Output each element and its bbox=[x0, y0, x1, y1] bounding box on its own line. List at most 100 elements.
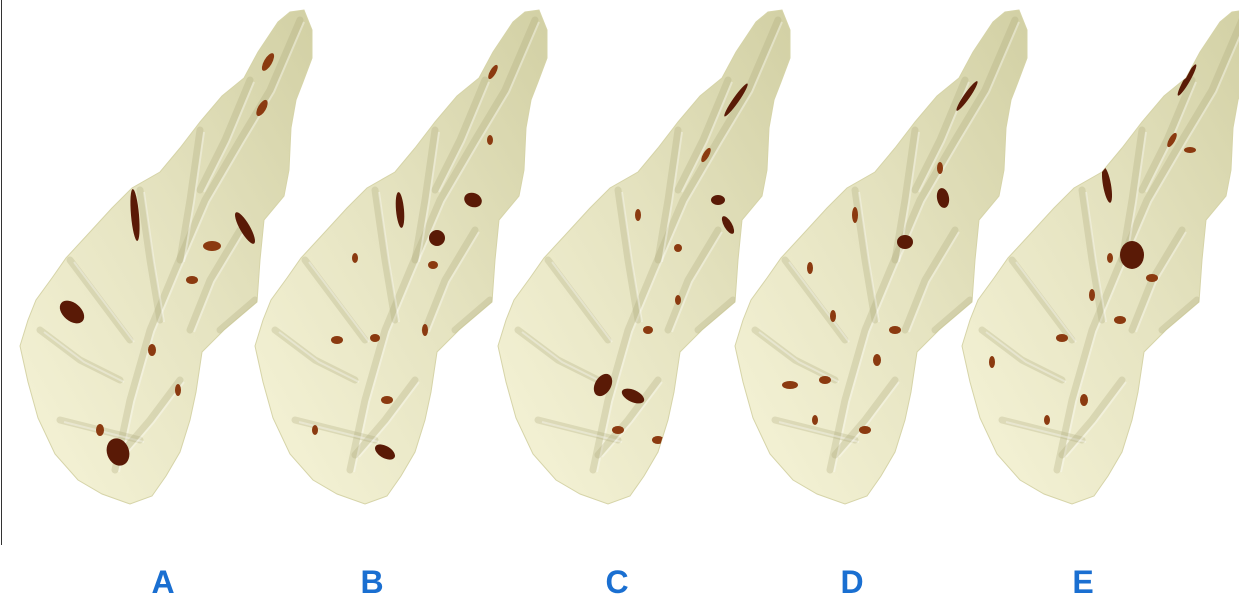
hazard-spot bbox=[175, 384, 181, 396]
ridge-shadow bbox=[111, 16, 304, 474]
hazard-spot bbox=[635, 209, 641, 221]
ridge-shadow bbox=[411, 126, 439, 264]
hazard-spot bbox=[429, 230, 445, 246]
terrain-panel-a bbox=[19, 9, 313, 505]
hazard-spot bbox=[428, 261, 438, 269]
ridge-shadow bbox=[291, 416, 379, 444]
ridge-shadow bbox=[911, 76, 969, 194]
ridge-shadow bbox=[196, 76, 254, 194]
hazard-spot bbox=[621, 388, 645, 404]
ridge-highlight bbox=[183, 131, 205, 263]
hazard-spot bbox=[1044, 415, 1050, 425]
ridge-shadow bbox=[781, 256, 849, 344]
ridge-shadow bbox=[371, 186, 399, 324]
ridge-shadow bbox=[1058, 376, 1126, 459]
ridge-highlight bbox=[428, 231, 480, 333]
hazard-spot bbox=[674, 244, 682, 252]
ridge-highlight bbox=[193, 231, 245, 333]
hillshade-relief bbox=[751, 16, 1020, 474]
hazard-spot bbox=[711, 195, 725, 205]
terrain-panel-c bbox=[497, 9, 791, 505]
ridge-highlight bbox=[418, 131, 440, 263]
ridge-highlight bbox=[551, 261, 613, 343]
ridge-highlight bbox=[73, 261, 135, 343]
hazard-spot bbox=[852, 207, 858, 223]
hazard-spot bbox=[1080, 394, 1088, 406]
hazard-spot bbox=[1167, 132, 1177, 148]
hazard-spot bbox=[1101, 167, 1113, 203]
ridge-highlight bbox=[1005, 421, 1087, 443]
watershed-shape bbox=[19, 9, 313, 505]
panel-label-a: A bbox=[151, 564, 175, 600]
ridge-highlight bbox=[601, 381, 663, 458]
hazard-spot bbox=[1146, 274, 1158, 282]
hazard-spot bbox=[422, 324, 428, 336]
hazard-spot bbox=[652, 436, 664, 444]
ridge-shadow bbox=[771, 416, 859, 444]
panel-label-c: C bbox=[605, 564, 629, 600]
hazard-spot bbox=[830, 310, 836, 322]
ridge-shadow bbox=[176, 126, 204, 264]
ridge-highlight bbox=[838, 381, 900, 458]
ridge-highlight bbox=[758, 331, 840, 383]
ridge-shadow bbox=[544, 256, 612, 344]
hazard-spot bbox=[701, 147, 711, 163]
hazard-spot bbox=[782, 381, 798, 389]
hazard-spot bbox=[235, 212, 255, 244]
hazard-spot bbox=[812, 415, 818, 425]
ridge-highlight bbox=[858, 191, 880, 323]
ridge-highlight bbox=[438, 81, 490, 193]
ridge-highlight bbox=[621, 191, 643, 323]
hazard-spot bbox=[1107, 253, 1113, 263]
terrain-panel-d bbox=[734, 9, 1028, 505]
ridge-shadow bbox=[421, 226, 479, 334]
ridge-shadow bbox=[594, 376, 662, 459]
ridge-shadow bbox=[851, 186, 879, 324]
ridge-highlight bbox=[778, 421, 860, 443]
ridge-shadow bbox=[116, 376, 184, 459]
ridge-shadow bbox=[694, 296, 737, 334]
hillshade-relief bbox=[271, 16, 540, 474]
hazard-spot bbox=[106, 438, 130, 466]
hazard-spot bbox=[261, 53, 275, 71]
ridge-shadow bbox=[978, 326, 1066, 384]
ridge-shadow bbox=[1053, 16, 1239, 474]
hazard-spot bbox=[936, 188, 950, 208]
ridge-highlight bbox=[1015, 261, 1077, 343]
ridge-highlight bbox=[43, 331, 125, 383]
left-frame-line bbox=[1, 0, 2, 545]
hazard-spot bbox=[643, 326, 653, 334]
hazard-spot bbox=[724, 83, 748, 117]
hazard-spot bbox=[859, 426, 871, 434]
ridge-highlight bbox=[118, 21, 305, 473]
ridge-shadow bbox=[271, 326, 359, 384]
ridge-highlight bbox=[521, 331, 603, 383]
ridge-shadow bbox=[136, 186, 164, 324]
ridge-highlight bbox=[1135, 231, 1187, 333]
ridge-shadow bbox=[589, 16, 782, 474]
ridge-highlight bbox=[358, 381, 420, 458]
hazard-spot bbox=[1056, 334, 1068, 342]
hazard-spot bbox=[256, 99, 268, 117]
ridge-shadow bbox=[998, 416, 1086, 444]
hazard-spot bbox=[375, 444, 395, 460]
ridge-shadow bbox=[216, 296, 259, 334]
ridge-shadow bbox=[614, 186, 642, 324]
ridge-highlight bbox=[308, 261, 370, 343]
panel-label-b: B bbox=[360, 564, 384, 600]
ridge-highlight bbox=[143, 191, 165, 323]
ridge-shadow bbox=[301, 256, 369, 344]
ridge-shadow bbox=[751, 326, 839, 384]
hazard-spot bbox=[464, 192, 482, 208]
ridge-shadow bbox=[654, 126, 682, 264]
ridge-highlight bbox=[203, 81, 255, 193]
hazard-spot bbox=[956, 81, 978, 111]
ridge-shadow bbox=[901, 226, 959, 334]
ridge-shadow bbox=[1158, 296, 1201, 334]
ridge-shadow bbox=[186, 226, 244, 334]
hazard-spot bbox=[148, 344, 156, 356]
terrain-panel-e bbox=[961, 9, 1239, 505]
ridge-highlight bbox=[278, 331, 360, 383]
hillshade-relief bbox=[514, 16, 783, 474]
